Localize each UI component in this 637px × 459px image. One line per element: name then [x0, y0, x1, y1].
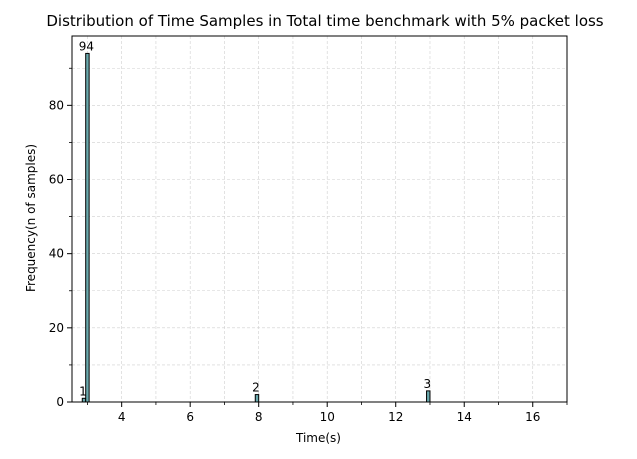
x-tick-label: 12 [388, 410, 403, 424]
bar-value-label: 2 [252, 381, 260, 395]
x-tick-label: 4 [118, 410, 126, 424]
y-tick-label: 0 [56, 395, 64, 409]
bar-value-label: 94 [79, 39, 94, 53]
histogram-bar [81, 397, 87, 403]
y-axis-label: Frequency(n of samples) [24, 144, 38, 292]
data-labels: 1 94 2 3 [79, 39, 431, 398]
chart-title: Distribution of Time Samples in Total ti… [46, 12, 603, 30]
x-tick-label: 16 [525, 410, 540, 424]
y-tick-label: 80 [49, 98, 64, 112]
y-tick-label: 60 [49, 173, 64, 187]
x-tick-label: 6 [186, 410, 194, 424]
histogram-bar [254, 394, 260, 403]
histogram-bar [85, 52, 90, 403]
bar-value-label: 1 [79, 384, 87, 398]
plot-frame [71, 35, 568, 403]
y-tick-label: 40 [49, 247, 64, 261]
bars [81, 52, 431, 403]
x-tick-label: 8 [255, 410, 263, 424]
y-tick-label: 20 [49, 321, 64, 335]
bar-value-label: 3 [423, 377, 431, 391]
x-axis-label: Time(s) [295, 431, 341, 445]
grid [72, 36, 568, 402]
x-tick-label: 10 [320, 410, 335, 424]
histogram-bar [426, 390, 431, 403]
x-tick-label: 14 [457, 410, 472, 424]
